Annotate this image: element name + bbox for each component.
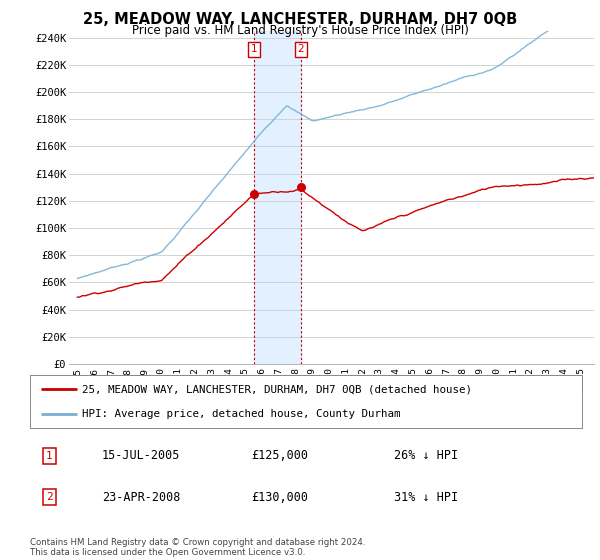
Text: 2: 2	[298, 44, 304, 54]
Text: 25, MEADOW WAY, LANCHESTER, DURHAM, DH7 0QB (detached house): 25, MEADOW WAY, LANCHESTER, DURHAM, DH7 …	[82, 384, 472, 394]
Text: 25, MEADOW WAY, LANCHESTER, DURHAM, DH7 0QB: 25, MEADOW WAY, LANCHESTER, DURHAM, DH7 …	[83, 12, 517, 27]
Text: 1: 1	[46, 451, 53, 461]
Text: HPI: Average price, detached house, County Durham: HPI: Average price, detached house, Coun…	[82, 409, 401, 419]
Bar	[254, 31, 301, 364]
Text: 23-APR-2008: 23-APR-2008	[102, 491, 180, 504]
Text: 15-JUL-2005: 15-JUL-2005	[102, 449, 180, 463]
Text: 2: 2	[46, 492, 53, 502]
Text: £130,000: £130,000	[251, 491, 308, 504]
Text: 1: 1	[251, 44, 257, 54]
Text: £125,000: £125,000	[251, 449, 308, 463]
Text: Price paid vs. HM Land Registry's House Price Index (HPI): Price paid vs. HM Land Registry's House …	[131, 24, 469, 37]
Text: 31% ↓ HPI: 31% ↓ HPI	[394, 491, 458, 504]
Text: Contains HM Land Registry data © Crown copyright and database right 2024.
This d: Contains HM Land Registry data © Crown c…	[30, 538, 365, 557]
Text: 26% ↓ HPI: 26% ↓ HPI	[394, 449, 458, 463]
